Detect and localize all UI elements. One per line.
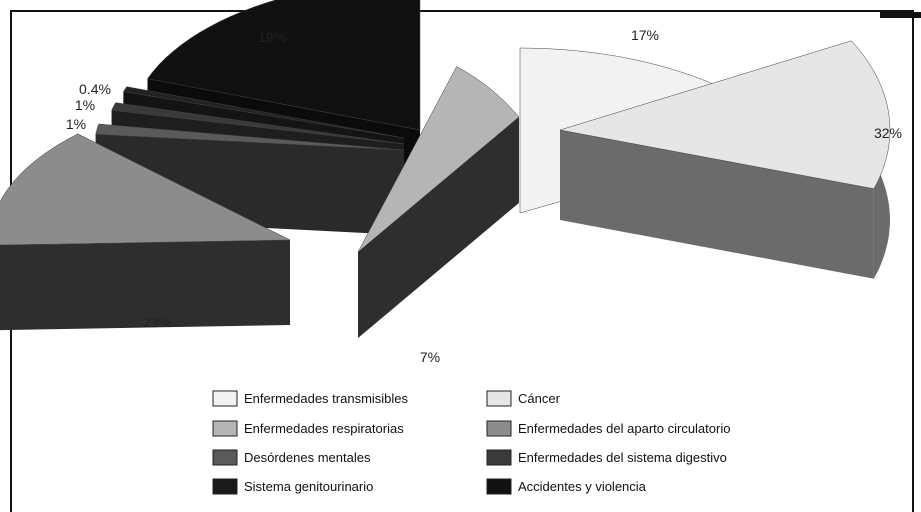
legend-label-enfermedades-del-sistema-digestivo: Enfermedades del sistema digestivo xyxy=(518,450,727,465)
data-label-enfermedades-del-sistema-digestivo: 1% xyxy=(75,97,95,113)
legend-item-accidentes-y-violencia: Accidentes y violencia xyxy=(486,478,647,495)
slice-enfermedades-respiratorias xyxy=(357,66,520,339)
corner-mark xyxy=(880,12,921,18)
legend-swatch-enfermedades-respiratorias xyxy=(212,420,238,437)
slice-edge-cancer-1 xyxy=(560,130,874,279)
data-label-enfermedades-respiratorias: 7% xyxy=(420,349,440,365)
legend-item-enfermedades-transmisibles: Enfermedades transmisibles xyxy=(212,390,409,407)
data-label-sistema-genitourinario: 0.4% xyxy=(79,81,111,97)
legend-item-cancer: Cáncer xyxy=(486,390,561,407)
legend-swatch-enfermedades-del-sistema-digestivo xyxy=(486,449,512,466)
slice-top-enfermedades-del-sistema-digestivo xyxy=(111,102,405,145)
legend-label-enfermedades-transmisibles: Enfermedades transmisibles xyxy=(244,391,409,406)
legend-swatch-cancer xyxy=(486,390,512,407)
slice-top-enfermedades-respiratorias xyxy=(357,66,520,253)
data-label-enfermedades-del-aparto-circulatorio: 23% xyxy=(143,314,171,330)
legend-label-sistema-genitourinario: Sistema genitourinario xyxy=(244,479,373,494)
legend: Enfermedades transmisibles Enfermedades r… xyxy=(212,390,730,495)
legend-label-enfermedades-del-aparto-circulatorio: Enfermedades del aparto circulatorio xyxy=(518,421,730,436)
legend-item-enfermedades-respiratorias: Enfermedades respiratorias xyxy=(212,420,404,437)
pie-layer xyxy=(0,0,891,339)
legend-item-enfermedades-del-aparto-circulatorio: Enfermedades del aparto circulatorio xyxy=(486,420,730,437)
slice-enfermedades-del-aparto-circulatorio xyxy=(0,133,291,331)
legend-item-desordenes-mentales: Desórdenes mentales xyxy=(212,449,371,466)
legend-swatch-desordenes-mentales xyxy=(212,449,238,466)
legend-swatch-accidentes-y-violencia xyxy=(486,478,512,495)
legend-swatch-enfermedades-transmisibles xyxy=(212,390,238,407)
legend-swatch-sistema-genitourinario xyxy=(212,478,238,495)
legend-swatch-enfermedades-del-aparto-circulatorio xyxy=(486,420,512,437)
legend-item-enfermedades-del-sistema-digestivo: Enfermedades del sistema digestivo xyxy=(486,449,727,466)
legend-label-desordenes-mentales: Desórdenes mentales xyxy=(244,450,371,465)
data-label-desordenes-mentales: 1% xyxy=(66,116,86,132)
slice-labels: 17%32%7%23%1%1%0.4%19% xyxy=(66,27,902,365)
data-label-accidentes-y-violencia: 19% xyxy=(258,29,286,45)
slice-top-accidentes-y-violencia xyxy=(147,0,421,131)
slice-top-enfermedades-del-aparto-circulatorio xyxy=(0,133,291,246)
slice-top-desordenes-mentales xyxy=(95,123,405,151)
legend-item-sistema-genitourinario: Sistema genitourinario xyxy=(212,478,373,495)
legend-label-enfermedades-respiratorias: Enfermedades respiratorias xyxy=(244,421,404,436)
legend-label-cancer: Cáncer xyxy=(518,391,561,406)
legend-label-accidentes-y-violencia: Accidentes y violencia xyxy=(518,479,647,494)
data-label-cancer: 32% xyxy=(874,125,902,141)
slice-top-cancer xyxy=(559,40,891,189)
slice-edge-enfermedades-respiratorias-1 xyxy=(358,117,519,338)
slice-cancer xyxy=(559,40,891,279)
data-label-enfermedades-transmisibles: 17% xyxy=(631,27,659,43)
slice-top-sistema-genitourinario xyxy=(122,86,405,139)
